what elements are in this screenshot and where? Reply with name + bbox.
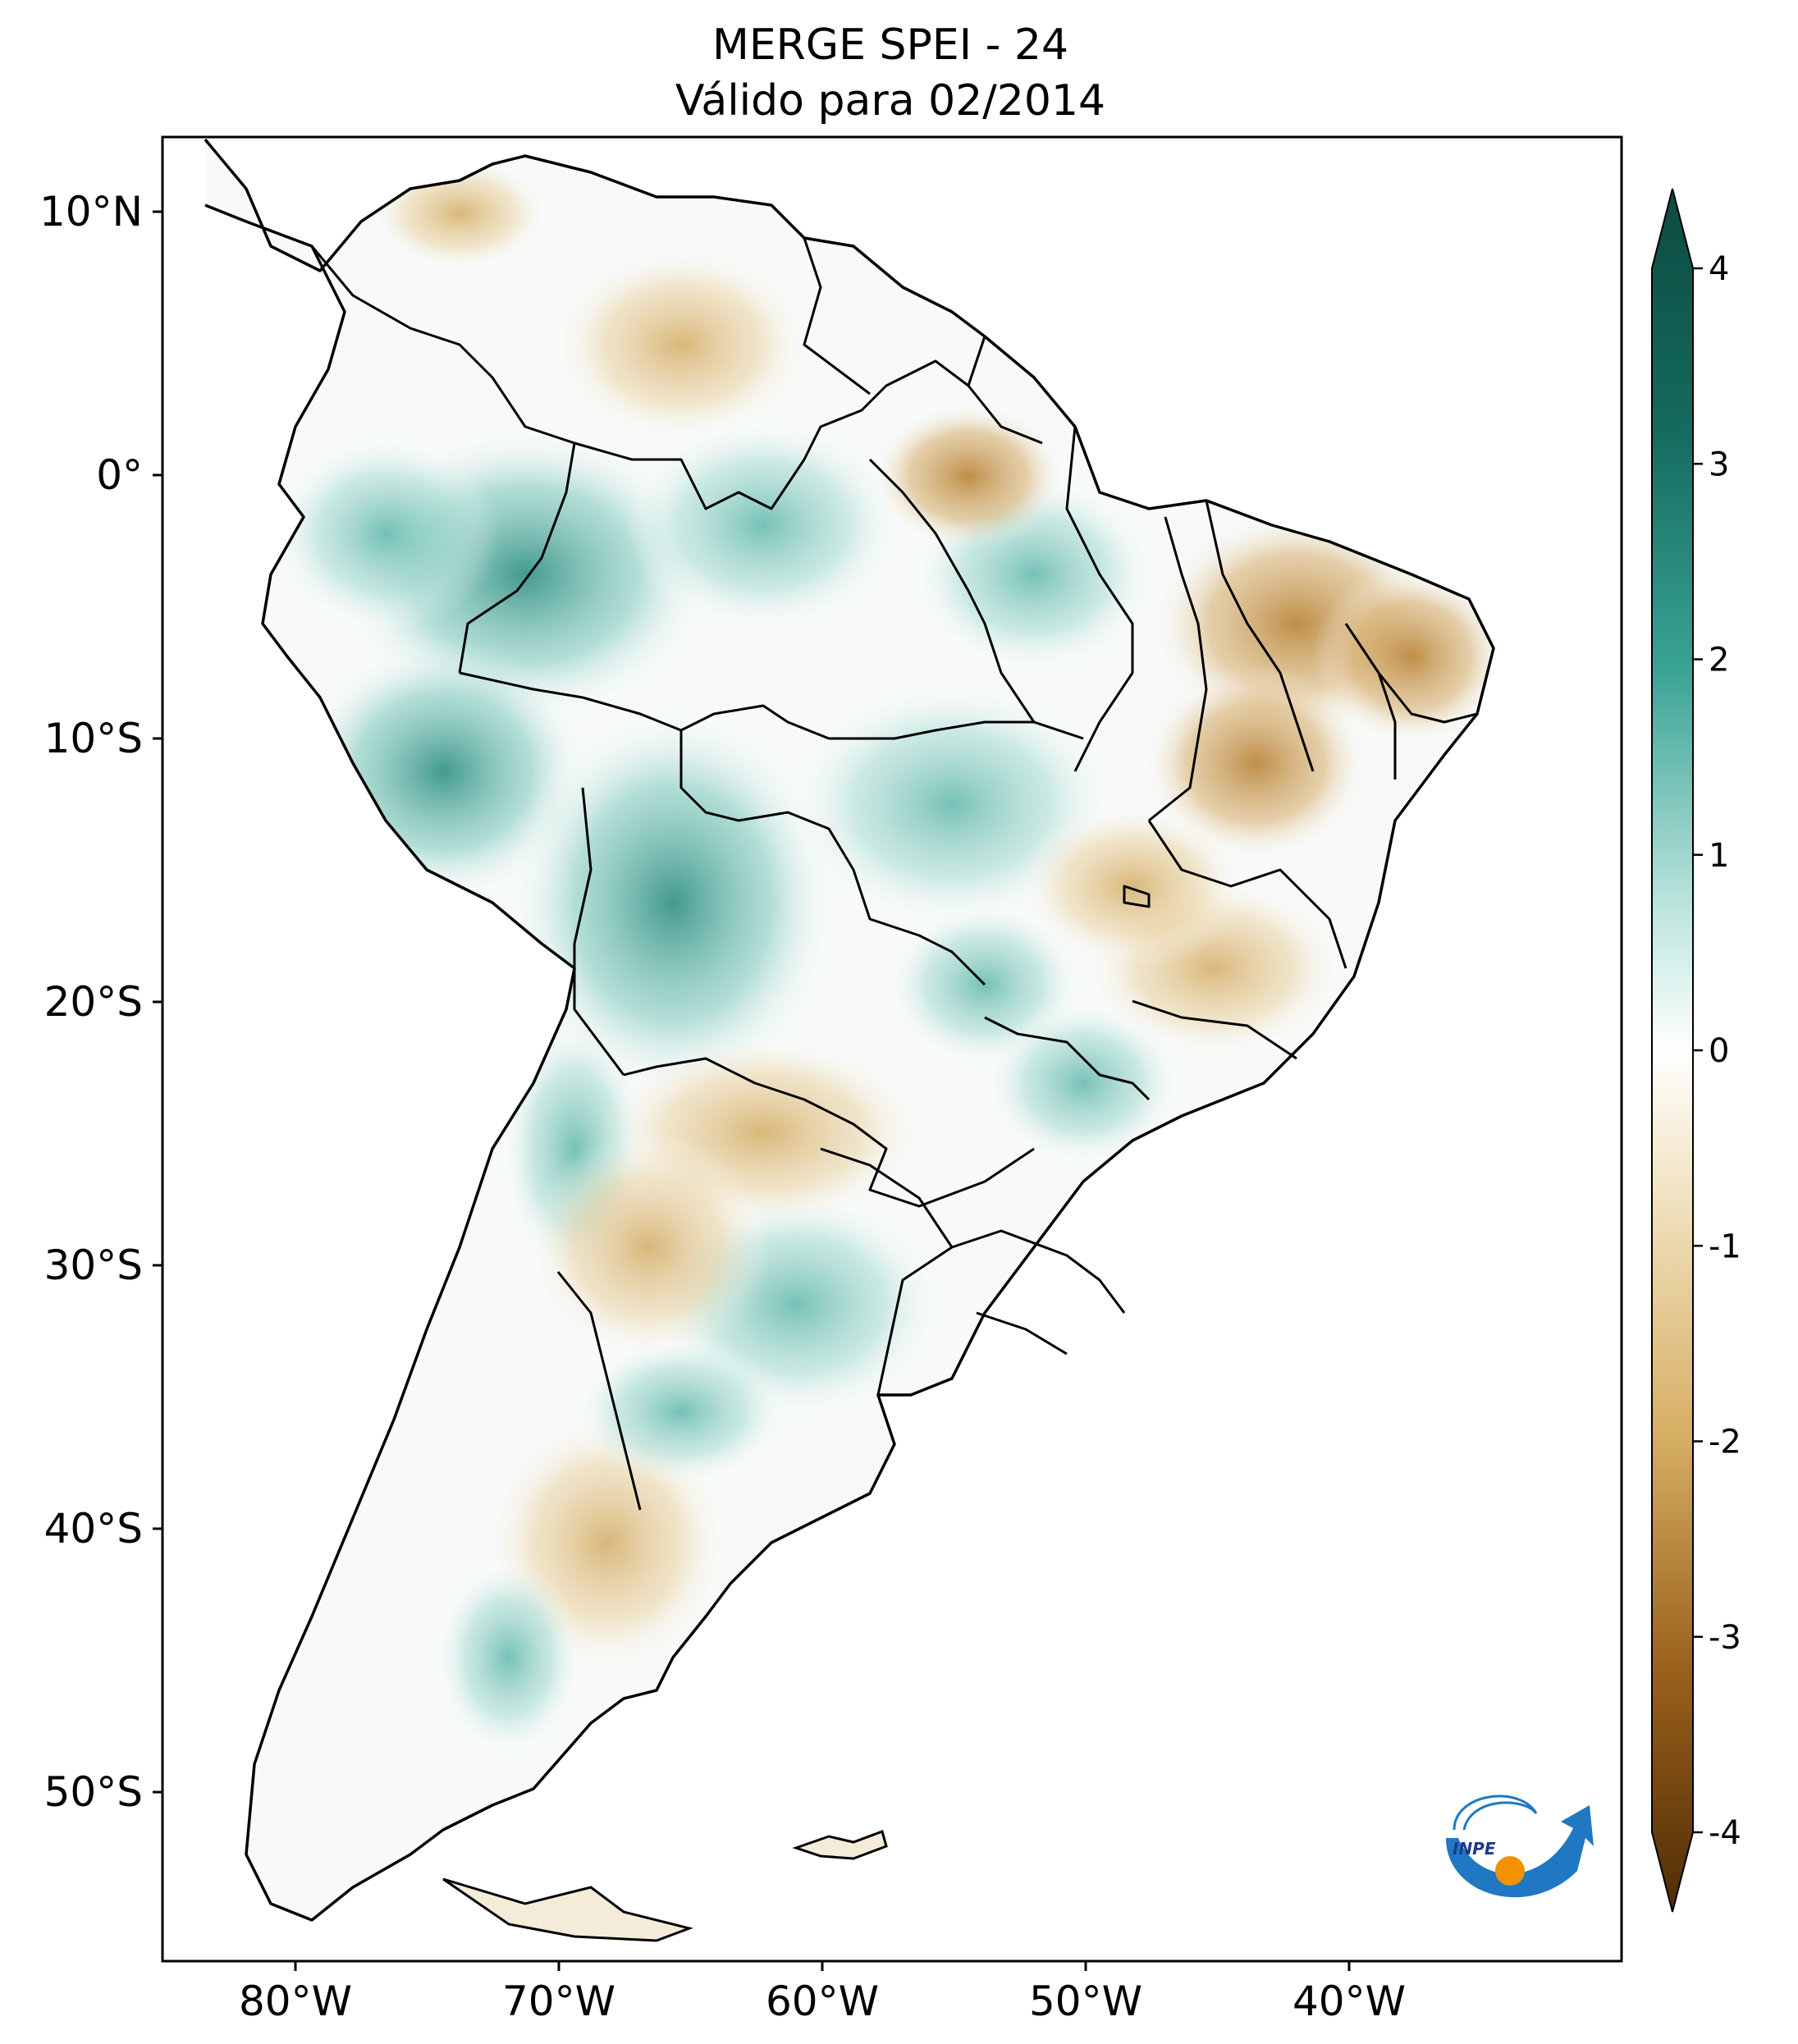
colorbar-tick-label: 0 bbox=[1709, 1032, 1729, 1070]
colorbar-tick-label: -1 bbox=[1709, 1228, 1741, 1265]
lon-tick-label: 80°W bbox=[239, 1978, 352, 2025]
latitude-axis: 10°N 0° 10°S 20°S 30°S 40°S 50°S bbox=[39, 188, 162, 1816]
lat-tick-label: 50°S bbox=[44, 1768, 143, 1816]
colorbar-tick-label: 1 bbox=[1709, 837, 1729, 875]
logo-orbit-icon bbox=[1453, 1795, 1538, 1831]
tierra-del-fuego-outline bbox=[442, 1877, 694, 1942]
internal-borders bbox=[310, 237, 1478, 1511]
inpe-logo: INPE bbox=[1446, 1795, 1594, 1898]
lon-tick-label: 40°W bbox=[1292, 1978, 1406, 2025]
lat-tick-label: 40°S bbox=[44, 1505, 143, 1552]
colorbar: 4 3 2 1 0 -1 -2 -3 -4 bbox=[1651, 188, 1741, 1913]
colorbar-tick-label: 3 bbox=[1709, 446, 1729, 483]
lon-tick-label: 60°W bbox=[766, 1978, 879, 2025]
logo-arrow-icon bbox=[1446, 1805, 1594, 1898]
lat-tick-label: 10°N bbox=[39, 188, 143, 235]
continent-outline bbox=[204, 138, 1495, 1922]
map-title-line2: Válido para 02/2014 bbox=[675, 76, 1105, 126]
lon-tick-label: 50°W bbox=[1029, 1978, 1142, 2025]
map-title-line1: MERGE SPEI - 24 bbox=[712, 21, 1068, 70]
lat-tick-label: 10°S bbox=[44, 715, 143, 762]
lat-tick-label: 20°S bbox=[44, 978, 143, 1026]
lat-tick-label: 0° bbox=[96, 451, 143, 499]
logo-sun-icon bbox=[1495, 1856, 1525, 1886]
colorbar-tick-label: -4 bbox=[1709, 1814, 1741, 1852]
longitude-axis: 80°W 70°W 60°W 50°W 40°W bbox=[239, 1961, 1406, 2025]
colorbar-tick-label: 2 bbox=[1709, 642, 1729, 679]
colorbar-tick-label: -2 bbox=[1709, 1424, 1741, 1461]
falkland-islands-outline bbox=[792, 1830, 888, 1860]
colorbar-tick-label: 4 bbox=[1709, 250, 1729, 288]
colorbar-bar bbox=[1651, 188, 1694, 1913]
lon-tick-label: 70°W bbox=[502, 1978, 615, 2025]
colorbar-tick-label: -3 bbox=[1709, 1619, 1741, 1657]
colorbar-ticks: 4 3 2 1 0 -1 -2 -3 -4 bbox=[1693, 250, 1741, 1852]
lat-tick-label: 30°S bbox=[44, 1241, 143, 1289]
logo-text: INPE bbox=[1453, 1839, 1496, 1859]
